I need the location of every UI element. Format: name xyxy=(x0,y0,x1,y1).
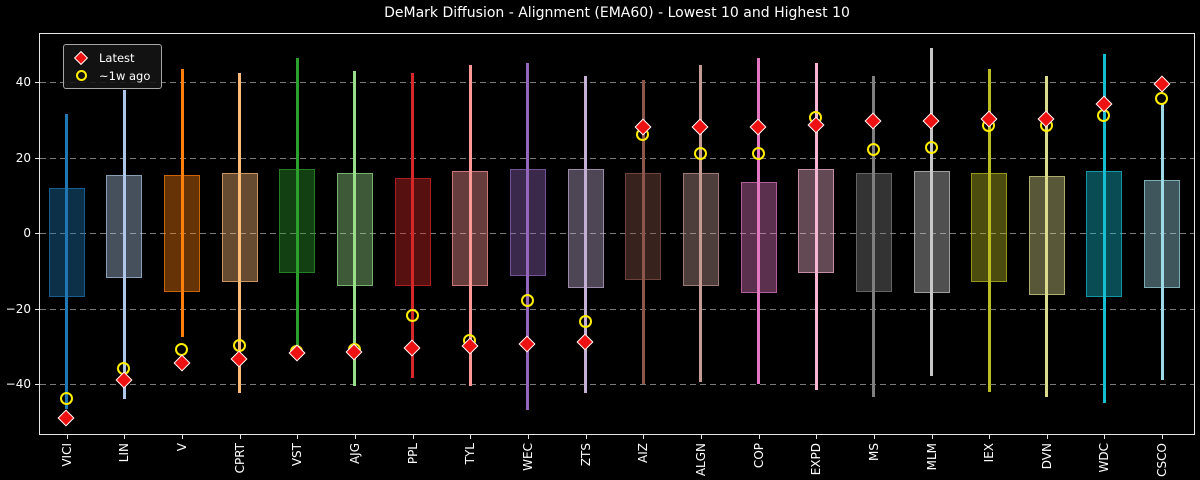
whisker-MS xyxy=(872,76,876,398)
x-tick-label-CSCO: CSCO xyxy=(1155,443,1169,477)
x-tick-label-DVN: DVN xyxy=(1039,443,1054,470)
week-ago-marker-WEC xyxy=(520,294,534,307)
whisker-IEX xyxy=(987,68,991,392)
whisker-LIN xyxy=(122,89,126,400)
x-tick-label-TYL: TYL xyxy=(463,443,478,465)
whisker-AJG xyxy=(353,70,357,386)
x-tick-mark-IEX xyxy=(989,435,991,439)
x-tick-label-V: V xyxy=(175,443,189,452)
whisker-PPL xyxy=(411,72,415,379)
y-tick-mark-0 xyxy=(35,233,39,235)
x-tick-label-MLM: MLM xyxy=(924,443,939,471)
whisker-AIZ xyxy=(641,80,645,385)
gridline-40 xyxy=(40,82,1194,84)
x-tick-label-PPL: PPL xyxy=(405,443,420,465)
gridline--20 xyxy=(40,308,1194,310)
y-tick-label--40: −40 xyxy=(5,377,31,391)
y-tick-label--20: −20 xyxy=(5,301,31,316)
x-tick-mark-ZTS xyxy=(585,435,587,439)
whisker-ALGN xyxy=(699,65,703,383)
x-tick-label-COP: COP xyxy=(751,443,766,469)
y-tick-mark-40 xyxy=(35,82,39,84)
week-ago-marker-MS xyxy=(866,143,880,156)
whisker-VST xyxy=(295,57,299,358)
x-tick-mark-MLM xyxy=(931,435,933,439)
x-tick-mark-DVN xyxy=(1046,435,1048,439)
x-tick-label-EXPD: EXPD xyxy=(809,443,824,476)
whisker-CSCO xyxy=(1160,102,1164,381)
whisker-MLM xyxy=(930,48,933,377)
y-tick-label-40: 40 xyxy=(15,75,31,90)
x-tick-label-AIZ: AIZ xyxy=(636,443,651,463)
week-ago-marker-PPL xyxy=(405,309,419,323)
x-tick-mark-CPRT xyxy=(239,435,241,439)
x-tick-label-VICI: VICI xyxy=(59,443,74,467)
gridline--40 xyxy=(40,384,1194,385)
x-tick-mark-VST xyxy=(297,435,299,439)
legend-item-week-ago: ~1w ago xyxy=(72,68,150,83)
x-tick-mark-LIN xyxy=(124,435,126,439)
legend-label-week-ago: ~1w ago xyxy=(99,68,151,83)
week-ago-circle-icon xyxy=(75,70,87,81)
chart-title: DeMark Diffusion - Alignment (EMA60) - L… xyxy=(384,5,850,21)
y-tick-label-20: 20 xyxy=(15,150,31,165)
legend-marker-slot xyxy=(72,70,90,81)
latest-diamond-icon xyxy=(73,50,89,65)
x-tick-label-VST: VST xyxy=(290,443,305,467)
whisker-VICI xyxy=(65,114,69,409)
y-tick-mark--40 xyxy=(35,384,39,385)
x-tick-mark-WEC xyxy=(527,435,529,439)
week-ago-marker-ALGN xyxy=(693,146,707,160)
x-tick-mark-WDC xyxy=(1104,435,1106,439)
week-ago-marker-CSCO xyxy=(1155,92,1168,106)
legend-label-latest: Latest xyxy=(99,50,135,65)
x-tick-mark-MS xyxy=(873,435,875,439)
x-tick-mark-ALGN xyxy=(700,435,702,439)
x-tick-label-WDC: WDC xyxy=(1097,443,1112,473)
y-tick-mark--20 xyxy=(35,308,39,310)
x-tick-label-CPRT: CPRT xyxy=(232,443,247,474)
plot-frame xyxy=(39,33,1195,435)
x-tick-mark-CSCO xyxy=(1162,435,1163,439)
x-tick-mark-EXPD xyxy=(816,435,818,439)
x-tick-mark-COP xyxy=(758,435,760,439)
x-tick-mark-TYL xyxy=(470,435,472,439)
y-tick-mark-20 xyxy=(35,157,39,159)
x-tick-label-MS: MS xyxy=(866,443,881,461)
x-tick-label-ZTS: ZTS xyxy=(578,443,593,467)
x-tick-mark-AJG xyxy=(354,435,356,439)
whisker-V xyxy=(180,68,184,337)
whisker-DVN xyxy=(1045,76,1049,398)
x-tick-label-AJG: AJG xyxy=(347,443,362,465)
whisker-COP xyxy=(757,57,760,384)
whisker-TYL xyxy=(468,65,472,386)
x-tick-label-WEC: WEC xyxy=(520,443,535,471)
x-tick-label-ALGN: ALGN xyxy=(693,443,708,477)
gridline-20 xyxy=(40,157,1194,159)
y-tick-label-0: 0 xyxy=(23,226,31,241)
week-ago-marker-VICI xyxy=(59,392,73,406)
whisker-WDC xyxy=(1102,53,1106,403)
x-tick-mark-AIZ xyxy=(643,435,645,439)
x-tick-mark-V xyxy=(182,435,183,439)
x-tick-mark-VICI xyxy=(66,435,68,439)
gridline-0 xyxy=(40,233,1194,235)
legend-marker-slot xyxy=(72,50,90,65)
legend-item-latest: Latest xyxy=(72,50,150,65)
week-ago-marker-COP xyxy=(751,146,765,160)
week-ago-marker-ZTS xyxy=(578,314,592,328)
x-tick-mark-PPL xyxy=(412,435,414,439)
x-tick-label-LIN: LIN xyxy=(117,443,132,463)
week-ago-marker-MLM xyxy=(924,141,938,155)
whisker-WEC xyxy=(526,63,530,411)
whisker-CPRT xyxy=(238,72,242,394)
whisker-EXPD xyxy=(814,63,818,390)
legend: Latest ~1w ago xyxy=(63,44,163,89)
whisker-ZTS xyxy=(584,76,588,394)
x-tick-label-IEX: IEX xyxy=(982,443,997,463)
